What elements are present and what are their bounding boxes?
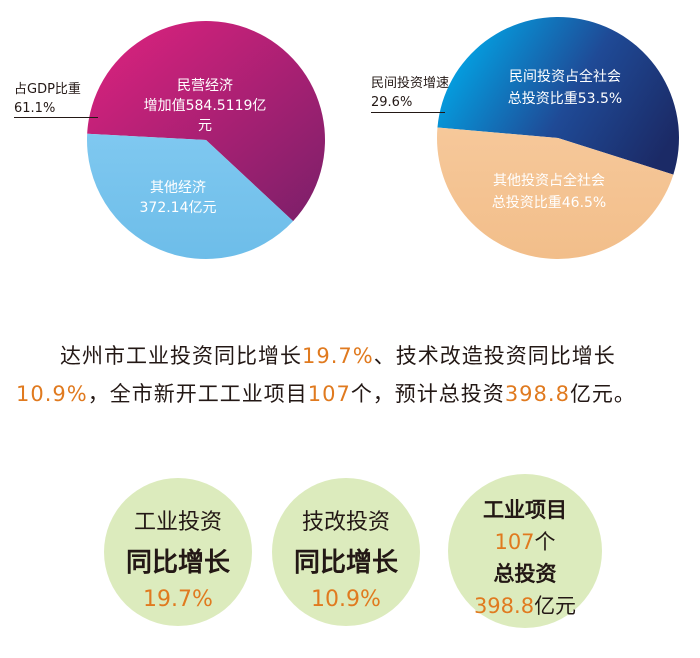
pie1-annotation: 占GDP比重 61.1% <box>14 80 81 118</box>
circle3-count-unit: 个 <box>534 530 556 554</box>
pie-chart-investment <box>437 16 679 259</box>
circle3-amount: 398.8 <box>473 594 535 618</box>
pie1-slice-2 <box>87 133 294 260</box>
pie2-slice-1 <box>437 16 679 175</box>
pie-chart-gdp <box>87 21 325 260</box>
pie1-slice1-label: 民营经济 增加值584.5119亿元 <box>140 76 270 136</box>
pie2-slice1-line1: 民间投资占全社会 <box>509 69 621 85</box>
circle2-line2: 同比增长 <box>293 548 398 578</box>
pie2-slice1-label: 民间投资占全社会 总投资比重53.5% <box>490 66 640 110</box>
pie1-slice2-label: 其他经济 372.14亿元 <box>118 178 238 218</box>
circle2-line1: 技改投资 <box>301 510 390 535</box>
circle1-value: 19.7% <box>143 587 213 612</box>
circle3-count: 107 <box>494 530 535 554</box>
para-highlight-3: 107 <box>307 382 351 406</box>
para-highlight-1: 19.7% <box>302 344 374 368</box>
pie2-slice2-line1: 其他投资占全社会 <box>493 173 605 189</box>
para-text-2: 、技术改造投资同比增长 <box>373 344 616 368</box>
para-text-1: 达州市工业投资同比增长 <box>16 344 302 368</box>
summary-paragraph: 达州市工业投资同比增长19.7%、技术改造投资同比增长 10.9%，全市新开工工业… <box>16 337 692 413</box>
circle2-value: 10.9% <box>311 587 381 612</box>
circle3-amount-line: 398.8亿元 <box>448 590 602 620</box>
para-text-4: 个，预计总投资 <box>350 382 505 406</box>
pie2-annotation: 民间投资增速 29.6% <box>371 74 449 112</box>
pie2-slice-2 <box>437 127 674 259</box>
pie1-slice1-line1: 民营经济 <box>177 78 233 94</box>
circle1-line1: 工业投资 <box>133 510 222 535</box>
pie1-slice-1 <box>87 21 325 222</box>
para-text-5: 亿元。 <box>569 382 636 406</box>
pie2-slice2-label: 其他投资占全社会 总投资比重46.5% <box>474 170 624 214</box>
circle1-line2: 同比增长 <box>125 548 230 578</box>
pie2-leader-line <box>371 112 445 113</box>
circle3-count-line: 107个 <box>448 526 602 556</box>
pie1-annotation-line1: 占GDP比重 <box>14 82 81 97</box>
stat-circle-industrial-investment: 工业投资 同比增长 19.7% <box>104 478 252 626</box>
pie1-annotation-line2: 61.1% <box>14 101 56 116</box>
circle3-line1: 工业项目 <box>483 498 567 522</box>
pie2-annotation-line1: 民间投资增速 <box>371 76 450 91</box>
pie1-slice2-line1: 其他经济 <box>150 180 206 196</box>
circle3-line3: 总投资 <box>493 562 557 586</box>
pie1-leader-line <box>14 117 98 118</box>
para-highlight-2: 10.9% <box>16 382 88 406</box>
pie1-slice2-line2: 372.14亿元 <box>139 200 217 216</box>
stat-circle-renovation-investment: 技改投资 同比增长 10.9% <box>272 478 420 626</box>
pie2-annotation-line2: 29.6% <box>371 95 413 110</box>
pie1-slice1-line2: 增加值584.5119亿元 <box>143 98 267 134</box>
pie2-slice1-line2: 总投资比重53.5% <box>507 91 623 107</box>
circle3-amount-unit: 亿元 <box>534 594 577 618</box>
para-text-3: ，全市新开工工业项目 <box>87 382 308 406</box>
pie2-slice2-line2: 总投资比重46.5% <box>491 195 607 211</box>
para-highlight-4: 398.8 <box>504 382 570 406</box>
stat-circle-industrial-projects: 工业项目 107个 总投资 398.8亿元 <box>448 474 602 628</box>
